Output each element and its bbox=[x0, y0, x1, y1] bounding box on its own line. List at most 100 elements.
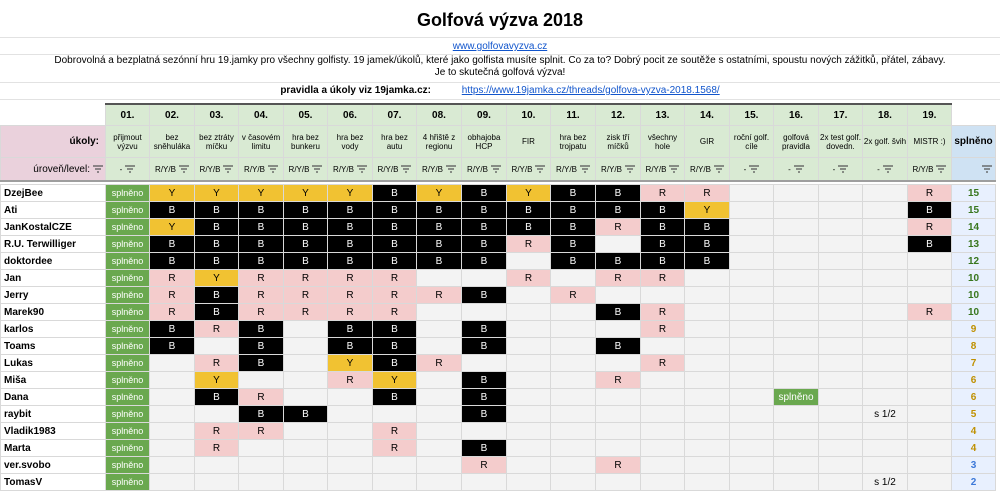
task-cell[interactable]: Y bbox=[283, 184, 328, 202]
task-cell[interactable] bbox=[461, 473, 507, 491]
task-cell[interactable] bbox=[595, 388, 641, 406]
task-cell[interactable]: B bbox=[372, 252, 417, 270]
task-cell[interactable] bbox=[595, 439, 641, 457]
task-cell[interactable] bbox=[907, 422, 952, 440]
task-cell[interactable] bbox=[506, 320, 551, 338]
task-cell[interactable] bbox=[818, 184, 863, 202]
task-cell[interactable] bbox=[327, 439, 373, 457]
task-cell[interactable]: splněno bbox=[105, 252, 150, 270]
task-cell[interactable]: B bbox=[461, 320, 507, 338]
task-cell[interactable] bbox=[729, 252, 774, 270]
task-cell[interactable]: splněno bbox=[105, 456, 150, 474]
rules-link[interactable]: https://www.19jamka.cz/threads/golfova-v… bbox=[461, 85, 720, 96]
task-cell[interactable]: B bbox=[238, 337, 284, 355]
task-cell[interactable] bbox=[550, 303, 596, 321]
filter-icon[interactable] bbox=[882, 165, 893, 173]
task-cell[interactable]: B bbox=[283, 405, 328, 423]
task-cell[interactable] bbox=[149, 439, 195, 457]
task-cell[interactable]: B bbox=[327, 201, 373, 219]
task-cell[interactable] bbox=[862, 388, 908, 406]
task-cell[interactable]: B bbox=[194, 201, 239, 219]
task-cell[interactable] bbox=[907, 337, 952, 355]
task-cell[interactable]: B bbox=[461, 218, 507, 236]
task-cell[interactable]: R bbox=[238, 388, 284, 406]
task-cell[interactable]: Y bbox=[684, 201, 730, 219]
task-cell[interactable] bbox=[550, 354, 596, 372]
task-cell[interactable] bbox=[773, 354, 819, 372]
task-cell[interactable] bbox=[149, 473, 195, 491]
task-cell[interactable]: R bbox=[194, 320, 239, 338]
task-cell[interactable]: B bbox=[595, 252, 641, 270]
task-cell[interactable] bbox=[862, 320, 908, 338]
task-cell[interactable] bbox=[327, 422, 373, 440]
player-name[interactable]: Miša bbox=[0, 371, 106, 389]
task-cell[interactable]: B bbox=[372, 354, 417, 372]
task-cell[interactable]: R bbox=[640, 184, 685, 202]
task-cell[interactable] bbox=[818, 235, 863, 253]
task-cell[interactable] bbox=[818, 388, 863, 406]
task-cell[interactable]: B bbox=[595, 337, 641, 355]
task-cell[interactable]: splněno bbox=[105, 337, 150, 355]
task-cell[interactable]: B bbox=[283, 218, 328, 236]
task-cell[interactable]: R bbox=[684, 184, 730, 202]
task-cell[interactable]: B bbox=[506, 201, 551, 219]
task-cell[interactable]: Y bbox=[416, 184, 462, 202]
task-cell[interactable] bbox=[773, 201, 819, 219]
task-cell[interactable]: B bbox=[194, 286, 239, 304]
task-cell[interactable] bbox=[907, 252, 952, 270]
task-cell[interactable] bbox=[729, 184, 774, 202]
task-cell[interactable]: B bbox=[550, 252, 596, 270]
task-cell[interactable]: Y bbox=[194, 184, 239, 202]
task-cell[interactable]: R bbox=[640, 303, 685, 321]
task-cell[interactable] bbox=[506, 405, 551, 423]
task-cell[interactable]: B bbox=[461, 371, 507, 389]
task-cell[interactable]: B bbox=[684, 252, 730, 270]
player-name[interactable]: R.U. Terwilliger bbox=[0, 235, 106, 253]
filter-icon[interactable] bbox=[356, 165, 367, 173]
task-cell[interactable]: B bbox=[461, 252, 507, 270]
task-cell[interactable]: R bbox=[194, 439, 239, 457]
task-cell[interactable]: Y bbox=[327, 354, 373, 372]
task-cell[interactable]: splněno bbox=[773, 388, 819, 406]
task-cell[interactable]: B bbox=[372, 320, 417, 338]
task-cell[interactable] bbox=[149, 371, 195, 389]
task-cell[interactable] bbox=[684, 354, 730, 372]
task-cell[interactable]: R bbox=[372, 269, 417, 287]
filter-icon[interactable] bbox=[838, 165, 849, 173]
task-cell[interactable] bbox=[506, 439, 551, 457]
player-name[interactable]: Vladik1983 bbox=[0, 422, 106, 440]
task-cell[interactable]: B bbox=[372, 337, 417, 355]
task-cell[interactable] bbox=[372, 405, 417, 423]
task-cell[interactable]: R bbox=[907, 184, 952, 202]
task-cell[interactable] bbox=[506, 371, 551, 389]
task-cell[interactable] bbox=[907, 371, 952, 389]
task-cell[interactable] bbox=[595, 320, 641, 338]
task-cell[interactable] bbox=[283, 337, 328, 355]
task-cell[interactable]: R bbox=[283, 269, 328, 287]
player-name[interactable]: doktordee bbox=[0, 252, 106, 270]
task-cell[interactable]: B bbox=[238, 405, 284, 423]
task-cell[interactable] bbox=[862, 184, 908, 202]
filter-icon[interactable] bbox=[93, 165, 103, 173]
task-cell[interactable]: splněno bbox=[105, 371, 150, 389]
task-cell[interactable]: R bbox=[327, 269, 373, 287]
player-name[interactable]: Dana bbox=[0, 388, 106, 406]
task-cell[interactable]: B bbox=[238, 252, 284, 270]
task-cell[interactable]: B bbox=[283, 201, 328, 219]
task-cell[interactable]: R bbox=[372, 439, 417, 457]
task-cell[interactable] bbox=[640, 371, 685, 389]
task-cell[interactable]: B bbox=[372, 235, 417, 253]
task-cell[interactable] bbox=[907, 320, 952, 338]
task-cell[interactable]: splněno bbox=[105, 201, 150, 219]
task-cell[interactable]: B bbox=[416, 235, 462, 253]
task-cell[interactable]: B bbox=[327, 337, 373, 355]
player-name[interactable]: Lukas bbox=[0, 354, 106, 372]
task-cell[interactable] bbox=[640, 405, 685, 423]
task-cell[interactable]: splněno bbox=[105, 405, 150, 423]
task-cell[interactable]: B bbox=[461, 439, 507, 457]
task-cell[interactable]: R bbox=[595, 371, 641, 389]
player-name[interactable]: JanKostalCZE bbox=[0, 218, 106, 236]
task-cell[interactable] bbox=[327, 405, 373, 423]
filter-icon[interactable] bbox=[223, 165, 234, 173]
task-cell[interactable]: R bbox=[461, 456, 507, 474]
